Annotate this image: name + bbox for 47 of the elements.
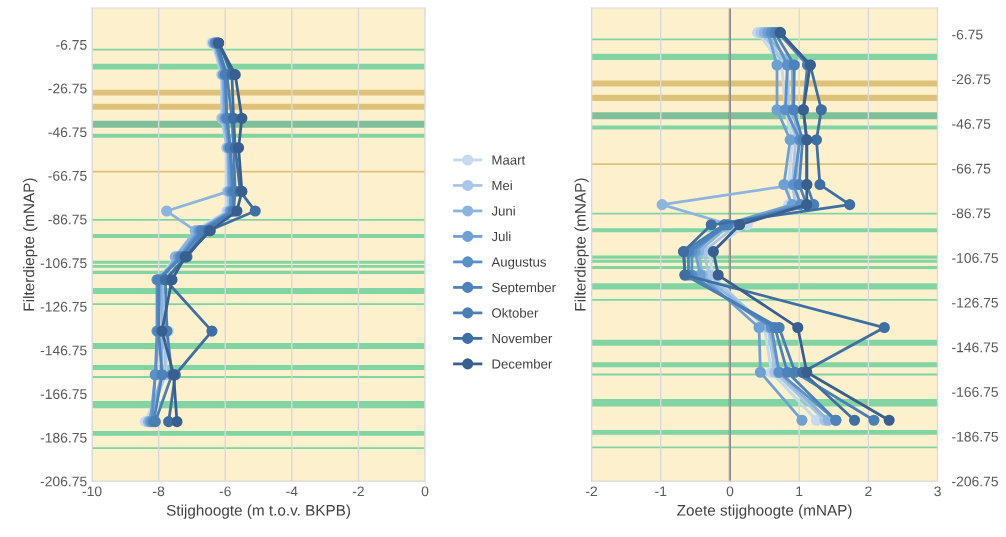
legend-label: Juni <box>491 205 515 216</box>
y-tick-label: -86.75 <box>48 214 87 225</box>
x-tick-label: 0 <box>421 486 429 497</box>
y-tick-label: -166.75 <box>40 389 87 400</box>
legend-label: Oktober <box>492 307 539 318</box>
y-tick-label: -206.75 <box>40 476 87 487</box>
y-tick-label: -206.75 <box>952 476 998 487</box>
legend-label: Augustus <box>491 257 546 270</box>
legend-label: Juli <box>491 231 511 242</box>
y-tick-label: -66.75 <box>48 170 87 181</box>
y-tick-label: -146.75 <box>40 345 87 356</box>
y-tick-label: -186.75 <box>40 432 87 443</box>
x-tick-label: -4 <box>286 486 298 497</box>
y-axis-title: Filterdiepte (mNAP) <box>23 178 38 311</box>
x-tick-label: 1 <box>796 486 803 497</box>
y-tick-label: -106.75 <box>40 258 87 269</box>
y-tick-label: -46.75 <box>48 127 87 138</box>
x-tick-label: -6 <box>219 486 231 497</box>
legend-label: December <box>492 358 553 369</box>
x-tick-label: -2 <box>352 486 364 497</box>
x-tick-label: 0 <box>726 486 734 497</box>
y-tick-label: -186.75 <box>952 431 998 442</box>
y-tick-label: -126.75 <box>952 297 998 308</box>
x-axis-title: Stijghoogte (m t.o.v. BKPB) <box>166 504 351 519</box>
y-tick-label: -46.75 <box>952 119 991 129</box>
x-axis-title: Zoete stijghoogte (mNAP) <box>677 504 852 519</box>
y-tick-label: -146.75 <box>952 342 998 353</box>
legend-label: Mei <box>492 180 512 191</box>
legend-label: November <box>492 333 553 344</box>
legend-label: September <box>492 282 556 295</box>
y-tick-label: -106.75 <box>952 253 998 263</box>
y-tick-label: -6.75 <box>952 29 983 40</box>
x-tick-label: 3 <box>934 486 941 497</box>
y-tick-label: -26.75 <box>48 83 87 94</box>
y-tick-label: -26.75 <box>952 74 991 85</box>
x-tick-label: -1 <box>655 486 667 497</box>
y-tick-label: -86.75 <box>952 208 991 219</box>
x-tick-label: 2 <box>865 486 872 497</box>
y-tick-label: -126.75 <box>40 301 87 312</box>
y-axis-title: Filterdiepte (mNAP) <box>574 178 589 311</box>
x-tick-label: -8 <box>153 486 165 497</box>
y-tick-label: -6.75 <box>56 39 87 50</box>
x-tick-label: -2 <box>585 486 598 497</box>
y-tick-label: -66.75 <box>952 163 991 174</box>
legend-label: Maart <box>492 155 526 165</box>
x-tick-label: -10 <box>82 486 102 497</box>
y-tick-label: -166.75 <box>952 387 998 397</box>
